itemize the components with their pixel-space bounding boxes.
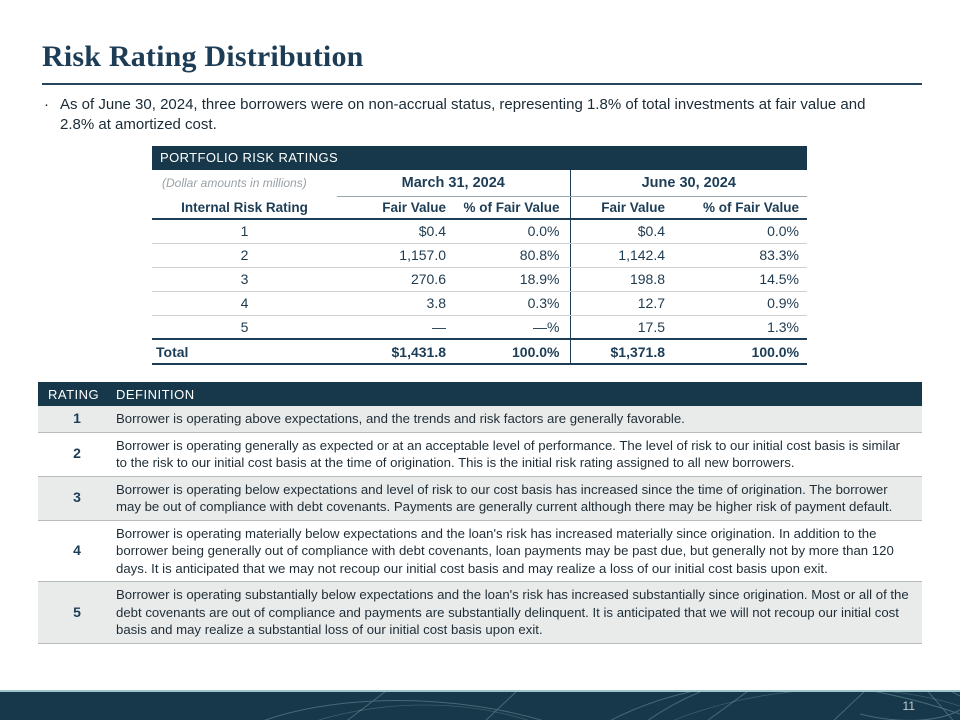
table-row: 1 $0.4 0.0% $0.4 0.0% [152, 219, 808, 244]
fv-march-cell: $0.4 [337, 219, 460, 244]
rating-definition: Borrower is operating above expectations… [116, 406, 922, 433]
footer-band: 11 [0, 690, 960, 720]
definition-row: 4 Borrower is operating materially below… [38, 520, 922, 582]
rating-number: 1 [38, 406, 116, 433]
fv-march-cell: 3.8 [337, 291, 460, 316]
fv-june-cell: 198.8 [569, 267, 675, 292]
pct-june-cell: 0.9% [675, 291, 808, 316]
pct-june-cell: 1.3% [675, 315, 808, 340]
pct-march-cell: 0.3% [460, 291, 570, 316]
page-title: Risk Rating Distribution [42, 40, 364, 73]
total-fv-june: $1,371.8 [569, 338, 675, 365]
portfolio-risk-ratings-table: PORTFOLIO RISK RATINGS (Dollar amounts i… [152, 146, 808, 365]
rating-definition: Borrower is operating generally as expec… [116, 432, 922, 477]
rating-cell: 1 [152, 219, 337, 244]
total-row: Total $1,431.8 100.0% $1,371.8 100.0% [152, 338, 808, 365]
summary-bullet: · As of June 30, 2024, three borrowers w… [44, 95, 900, 135]
period-march-header: March 31, 2024 [337, 170, 570, 197]
rating-number: 2 [38, 432, 116, 477]
portfolio-table-title: PORTFOLIO RISK RATINGS [152, 146, 807, 170]
col-fair-value-june: Fair Value [569, 196, 675, 220]
col-rating-header: RATING [38, 382, 116, 406]
page-number: 11 [902, 699, 915, 713]
col-internal-risk-rating: Internal Risk Rating [152, 196, 337, 220]
summary-text: As of June 30, 2024, three borrowers wer… [60, 96, 866, 133]
fv-march-cell: 270.6 [337, 267, 460, 292]
table-row: 2 1,157.0 80.8% 1,142.4 83.3% [152, 243, 808, 268]
col-pct-fair-value-march: % of Fair Value [460, 196, 570, 220]
table-row: 3 270.6 18.9% 198.8 14.5% [152, 267, 808, 292]
pct-june-cell: 14.5% [675, 267, 808, 292]
fv-june-cell: 12.7 [569, 291, 675, 316]
pct-march-cell: 18.9% [460, 267, 570, 292]
period-june-header: June 30, 2024 [569, 170, 808, 197]
total-pct-june: 100.0% [675, 338, 808, 365]
fv-june-cell: 17.5 [569, 315, 675, 340]
rating-cell: 3 [152, 267, 337, 292]
column-header-row: Internal Risk Rating Fair Value % of Fai… [152, 196, 808, 220]
pct-march-cell: 80.8% [460, 243, 570, 268]
definition-row: 2 Borrower is operating generally as exp… [38, 432, 922, 477]
total-fv-march: $1,431.8 [337, 338, 460, 365]
period-header-row: (Dollar amounts in millions) March 31, 2… [152, 170, 808, 197]
rating-cell: 4 [152, 291, 337, 316]
rating-number: 3 [38, 476, 116, 521]
pct-june-cell: 0.0% [675, 219, 808, 244]
total-label: Total [152, 338, 337, 365]
col-pct-fair-value-june: % of Fair Value [675, 196, 808, 220]
rating-definitions-table: RATING DEFINITION 1 Borrower is operatin… [38, 382, 922, 644]
title-divider [42, 83, 922, 85]
rating-cell: 2 [152, 243, 337, 268]
table-row: 5 — —% 17.5 1.3% [152, 315, 808, 340]
definition-row: 1 Borrower is operating above expectatio… [38, 406, 922, 433]
definition-row: 5 Borrower is operating substantially be… [38, 581, 922, 644]
fv-march-cell: — [337, 315, 460, 340]
definitions-header-row: RATING DEFINITION [38, 382, 922, 406]
total-pct-march: 100.0% [460, 338, 570, 365]
pct-march-cell: —% [460, 315, 570, 340]
pct-june-cell: 83.3% [675, 243, 808, 268]
rating-definition: Borrower is operating materially below e… [116, 520, 922, 582]
fv-june-cell: $0.4 [569, 219, 675, 244]
footer-decoration [264, 692, 960, 720]
col-definition-header: DEFINITION [116, 382, 922, 406]
dollar-amounts-note: (Dollar amounts in millions) [162, 176, 307, 190]
fv-march-cell: 1,157.0 [337, 243, 460, 268]
rating-cell: 5 [152, 315, 337, 340]
bullet-icon: · [44, 96, 49, 113]
rating-definition: Borrower is operating substantially belo… [116, 581, 922, 644]
table-row: 4 3.8 0.3% 12.7 0.9% [152, 291, 808, 316]
rating-number: 5 [38, 581, 116, 644]
col-fair-value-march: Fair Value [337, 196, 460, 220]
rating-number: 4 [38, 520, 116, 582]
rating-definition: Borrower is operating below expectations… [116, 476, 922, 521]
fv-june-cell: 1,142.4 [569, 243, 675, 268]
definition-row: 3 Borrower is operating below expectatio… [38, 476, 922, 521]
pct-march-cell: 0.0% [460, 219, 570, 244]
